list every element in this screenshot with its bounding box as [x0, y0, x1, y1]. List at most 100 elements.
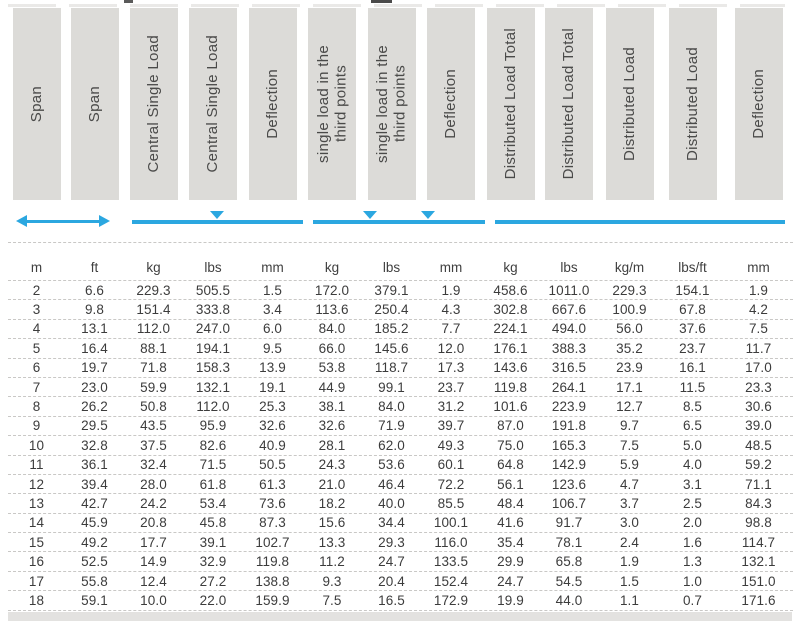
table-cell: 49.3: [437, 437, 465, 453]
column-header-box: Distributed Load Total: [545, 8, 593, 200]
cropped-content-artifact: [124, 0, 133, 3]
table-cell: 37.5: [140, 437, 167, 453]
table-cell: 4.2: [748, 302, 769, 318]
table-body: 2 6.6 229.3 505.5 1.5 172.0 379.1 1.9 458.6 1011.…: [8, 280, 793, 611]
table-cell: 17.7: [140, 534, 167, 550]
table-cell: 113.6: [315, 302, 349, 318]
table-cell: 165.3: [551, 437, 587, 453]
table-cell: 106.7: [551, 495, 587, 511]
table-cell: 60.1: [437, 457, 465, 473]
table-cell: 48.4: [497, 495, 524, 511]
table-cell: 1.9: [619, 554, 640, 570]
table-cell: 379.1: [374, 282, 409, 298]
table-cell: 59.2: [745, 457, 772, 473]
table-row: 5 16.4 88.1 194.1 9.5 66.0 145.6 12.0 176.1 388.3…: [8, 339, 793, 359]
table-cell: 1.6: [682, 534, 703, 550]
table-cell: 194.1: [195, 340, 231, 356]
table-cell: 185.2: [374, 321, 409, 337]
table-cell: 5.0: [682, 437, 703, 453]
table-cell: 158.3: [195, 360, 231, 376]
table-cell: 13.9: [259, 360, 286, 376]
table-cell: 2: [32, 282, 41, 298]
table-cell: 7: [32, 379, 41, 395]
table-cell: 39.4: [81, 476, 108, 492]
table-cell: 9.8: [84, 302, 105, 318]
table-cell: 7.5: [748, 321, 769, 337]
column-header-box: Distributed Load: [668, 8, 717, 200]
table-cell: 31.2: [437, 399, 465, 415]
table-cell: 6.0: [262, 321, 283, 337]
table-cell: 21.0: [318, 476, 346, 492]
table-row: 7 23.0 59.9 132.1 19.1 44.9 99.1 23.7 119.8 264.1…: [8, 378, 793, 398]
column-header-label: Central Single Load: [144, 35, 162, 173]
table-cell: 17: [28, 573, 45, 589]
table-cell: 61.3: [259, 476, 286, 492]
table-cell: 2.4: [619, 534, 640, 550]
table-cell: 50.5: [259, 457, 286, 473]
table-cell: 87.0: [497, 418, 524, 434]
table-cell: 224.1: [493, 321, 528, 337]
table-cell: 154.1: [675, 282, 710, 298]
column-header-box: Deflection: [248, 8, 297, 200]
column-header-label: Deflection: [442, 69, 460, 139]
table-cell: 25.3: [259, 399, 286, 415]
table-cell: 23.0: [81, 379, 108, 395]
table-cell: 14: [28, 515, 45, 531]
table-cell: 8: [32, 399, 41, 415]
table-cell: 133.5: [433, 554, 469, 570]
table-cell: 458.6: [493, 282, 528, 298]
table-cell: 40.0: [378, 495, 405, 511]
unit-label: mm: [261, 260, 284, 275]
table-cell: 388.3: [551, 340, 587, 356]
column-header: Distributed Load Total: [481, 8, 540, 200]
table-cell: 36.1: [81, 457, 108, 473]
column-header-label: Distributed Load: [683, 46, 701, 162]
center-load-triangle-icon: [210, 211, 224, 219]
table-cell: 20.4: [378, 573, 405, 589]
unit-label: mm: [747, 260, 770, 275]
table-cell: 123.6: [551, 476, 587, 492]
table-cell: 9.5: [262, 340, 283, 356]
table-cell: 145.6: [374, 340, 409, 356]
table-cell: 116.0: [434, 534, 468, 550]
table-cell: 112.0: [196, 399, 230, 415]
table-cell: 16.5: [378, 592, 405, 608]
table-cell: 3.1: [682, 476, 703, 492]
column-header-label: Distributed Load Total: [560, 28, 578, 180]
table-cell: 59.1: [81, 592, 108, 608]
table-cell: 24.7: [378, 554, 405, 570]
column-header-box: Deflection: [734, 8, 783, 200]
table-cell: 37.6: [679, 321, 706, 337]
table-cell: 250.4: [374, 302, 409, 318]
table-cell: 29.5: [81, 418, 108, 434]
table-cell: 10.0: [140, 592, 167, 608]
table-cell: 494.0: [551, 321, 587, 337]
table-row: 13 42.7 24.2 53.4 73.6 18.2 40.0 85.5 48.4 106.7 3…: [8, 494, 793, 514]
beam-line: [313, 220, 485, 224]
table-cell: 172.9: [433, 592, 469, 608]
table-cell: 56.1: [497, 476, 524, 492]
table-row: 15 49.2 17.7 39.1 102.7 13.3 29.3 116.0 35.4 78.1…: [8, 533, 793, 553]
table-cell: 6: [32, 360, 41, 376]
table-cell: 41.6: [497, 515, 524, 531]
table-cell: 53.6: [378, 457, 405, 473]
column-header-box: Span: [12, 8, 61, 200]
table-cell: 84.0: [318, 321, 346, 337]
column-header-box: Central Single Load: [189, 8, 237, 200]
column-header-label: Distributed Load Total: [501, 28, 519, 180]
table-cell: 102.7: [255, 534, 290, 550]
table-cell: 71.1: [745, 476, 772, 492]
table-cell: 316.5: [551, 360, 587, 376]
table-cell: 151.0: [741, 573, 776, 589]
table-cell: 13.3: [318, 534, 346, 550]
table-cell: 72.2: [437, 476, 465, 492]
table-cell: 53.4: [199, 495, 227, 511]
table-cell: 87.3: [259, 515, 286, 531]
third-point-load-triangle-icon: [421, 211, 435, 219]
table-cell: 84.0: [378, 399, 405, 415]
table-cell: 176.1: [493, 340, 528, 356]
table-cell: 1.9: [441, 282, 461, 298]
column-header-box: single load in the third points: [367, 8, 416, 200]
table-cell: 15: [28, 534, 45, 550]
table-cell: 4.0: [682, 457, 703, 473]
